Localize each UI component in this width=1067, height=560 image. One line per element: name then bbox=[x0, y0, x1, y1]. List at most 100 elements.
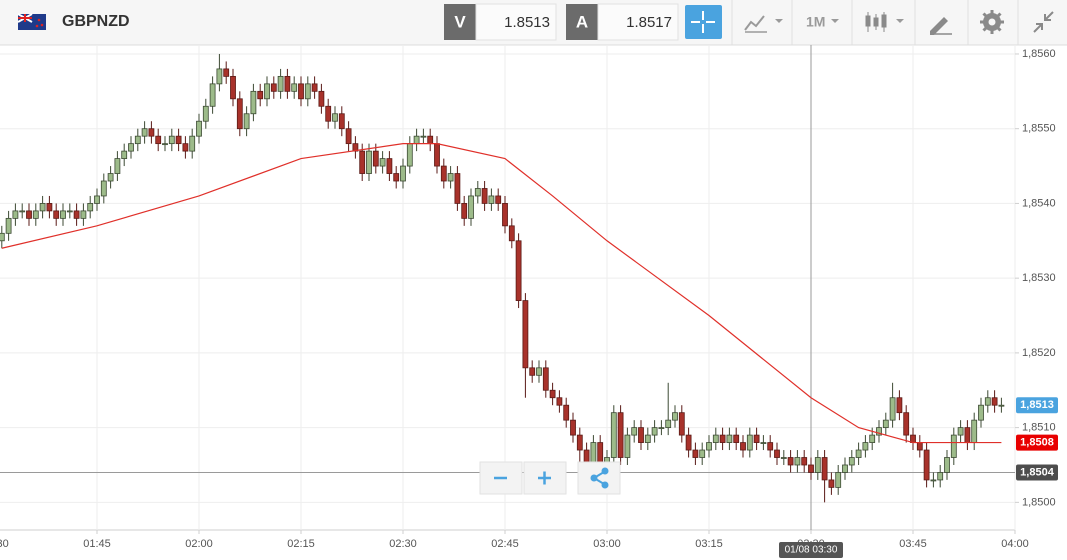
timeframe[interactable]: 1M bbox=[806, 14, 825, 30]
candle bbox=[236, 91, 243, 137]
candle bbox=[94, 188, 100, 211]
candle-body bbox=[774, 449, 780, 458]
candle-body bbox=[903, 412, 910, 436]
zoom-in-button[interactable] bbox=[523, 461, 567, 495]
settings-icon[interactable] bbox=[980, 10, 1004, 34]
candle bbox=[821, 450, 828, 503]
candle bbox=[876, 420, 882, 443]
candle bbox=[529, 360, 536, 383]
candle-body bbox=[760, 442, 767, 444]
candle-body bbox=[434, 143, 440, 167]
candle bbox=[672, 405, 678, 428]
candle-body bbox=[298, 83, 304, 100]
candle-body bbox=[474, 188, 481, 197]
crosshair-button[interactable] bbox=[685, 5, 722, 39]
candle bbox=[80, 203, 87, 226]
candle-body bbox=[876, 427, 882, 436]
candle-body bbox=[515, 240, 522, 301]
zoom-out-button[interactable] bbox=[479, 461, 523, 495]
candle-body bbox=[631, 427, 638, 436]
candle bbox=[304, 76, 311, 107]
candle bbox=[366, 143, 372, 182]
candle bbox=[386, 151, 393, 182]
collapse-icon[interactable] bbox=[1033, 11, 1054, 33]
price-marker-label: 1,8508 bbox=[1020, 436, 1054, 448]
candle bbox=[291, 76, 298, 99]
candle-body bbox=[719, 434, 726, 443]
draw-icon[interactable] bbox=[930, 17, 952, 35]
candle bbox=[610, 405, 617, 465]
candle bbox=[706, 435, 712, 458]
candle bbox=[536, 360, 542, 383]
candle-body bbox=[447, 173, 454, 182]
candle-body bbox=[855, 449, 862, 458]
candle-body bbox=[481, 188, 488, 204]
candle bbox=[896, 390, 903, 421]
candle bbox=[121, 143, 128, 167]
candle bbox=[950, 427, 957, 465]
candle bbox=[801, 450, 808, 473]
candle-body bbox=[978, 404, 984, 421]
share-button[interactable] bbox=[577, 461, 621, 495]
candle bbox=[372, 143, 379, 174]
candle bbox=[957, 420, 964, 443]
candle bbox=[984, 390, 991, 413]
candle-body bbox=[386, 158, 393, 174]
candle bbox=[522, 293, 529, 398]
candle-body bbox=[427, 135, 434, 145]
candle bbox=[760, 435, 767, 451]
candle-body bbox=[94, 195, 100, 204]
candle-body bbox=[767, 442, 774, 451]
candle-body bbox=[406, 143, 413, 167]
candle bbox=[332, 106, 338, 129]
candle bbox=[481, 181, 488, 211]
bid-button[interactable] bbox=[444, 4, 476, 40]
candle-body bbox=[359, 150, 366, 174]
candle-body bbox=[128, 143, 134, 152]
plot-area bbox=[0, 45, 1015, 530]
candle-body bbox=[155, 135, 162, 145]
candle-body bbox=[39, 203, 46, 212]
moving-average bbox=[1, 143, 1002, 444]
candle bbox=[202, 98, 209, 129]
candle bbox=[787, 450, 794, 473]
symbol: GBPNZD bbox=[62, 13, 130, 30]
candle-body bbox=[277, 75, 284, 92]
candle bbox=[515, 233, 522, 309]
candle-body bbox=[678, 412, 685, 436]
candle-body bbox=[19, 210, 26, 213]
candle-body bbox=[182, 143, 189, 152]
x-tick-label: 01:30 bbox=[0, 538, 9, 550]
candle bbox=[549, 382, 556, 406]
candle-body bbox=[236, 98, 243, 130]
candle bbox=[624, 427, 631, 465]
candle bbox=[991, 390, 998, 413]
candle-body bbox=[848, 457, 855, 466]
candle-body bbox=[835, 472, 842, 488]
candle bbox=[556, 390, 563, 413]
candle-body bbox=[930, 479, 937, 482]
candle-body bbox=[162, 143, 168, 146]
candle bbox=[66, 203, 73, 219]
candle-body bbox=[148, 128, 155, 137]
candle bbox=[998, 397, 1005, 413]
candle bbox=[168, 128, 175, 152]
candle-body bbox=[896, 397, 903, 414]
candle-body bbox=[196, 120, 202, 137]
timeframe-caret bbox=[831, 19, 839, 23]
candle-body bbox=[692, 449, 699, 458]
ask-button[interactable] bbox=[566, 4, 598, 40]
candle bbox=[216, 53, 223, 92]
candle-body bbox=[311, 83, 318, 92]
candle bbox=[753, 427, 760, 451]
chart-type-icon[interactable] bbox=[744, 15, 783, 33]
candle-body bbox=[209, 83, 216, 107]
candle-body bbox=[638, 427, 644, 443]
candle bbox=[658, 420, 665, 436]
candle bbox=[250, 83, 257, 122]
candle bbox=[87, 195, 94, 219]
candle bbox=[73, 203, 80, 226]
candle-body bbox=[808, 464, 814, 473]
candle-icon[interactable] bbox=[865, 12, 904, 32]
